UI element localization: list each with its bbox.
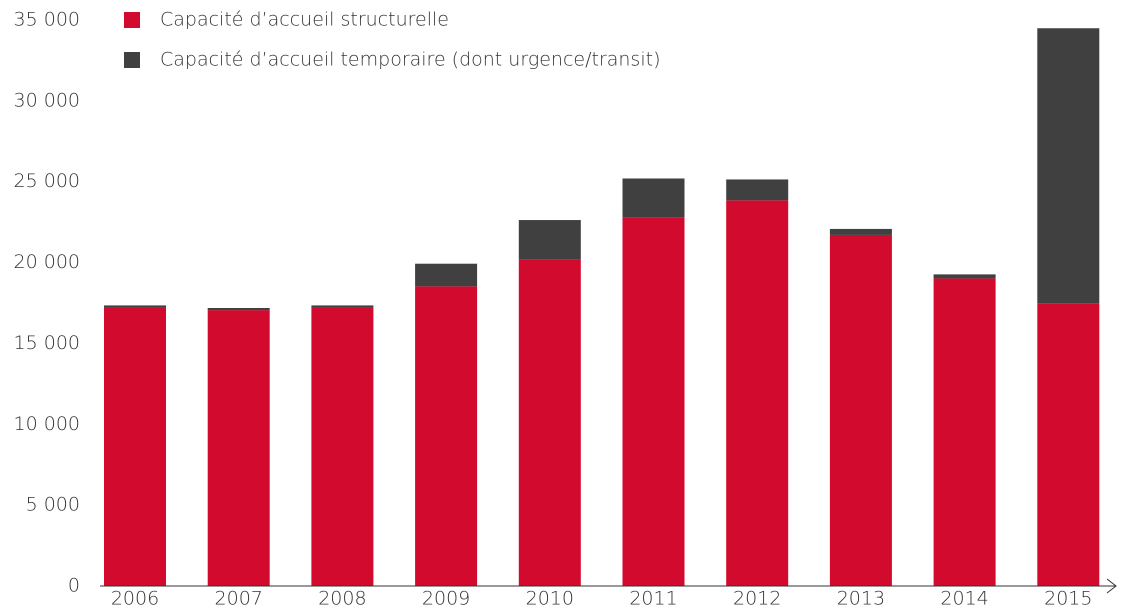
x-tick-label: 2006 <box>111 588 159 609</box>
bar-segment <box>829 228 892 235</box>
bar-segment <box>104 305 166 308</box>
x-tick-label: 2007 <box>215 588 263 609</box>
bar-segment <box>104 307 166 586</box>
x-tick-label: 2011 <box>629 588 677 609</box>
legend-label: Capacité d’accueil structurelle <box>160 9 449 31</box>
bar-segment <box>415 263 478 287</box>
bar-segment <box>311 307 374 586</box>
axis-arrow <box>1106 578 1117 594</box>
x-tick-label: 2012 <box>733 588 781 609</box>
bar-segment <box>207 308 270 311</box>
bar-segment <box>829 234 892 587</box>
y-tick-label: 15 000 <box>14 332 80 354</box>
x-tick-label: 2013 <box>837 588 885 609</box>
bar-segment <box>622 178 685 218</box>
x-tick-label: 2010 <box>526 588 574 609</box>
y-tick-label: 35 000 <box>14 9 80 31</box>
bar-segment <box>518 220 581 260</box>
bar-segment <box>1037 303 1100 586</box>
x-tick-label: 2008 <box>318 588 366 609</box>
x-tick-label: 2015 <box>1044 588 1092 609</box>
legend-swatch <box>124 52 140 68</box>
bar-segment <box>726 200 789 586</box>
bar-segment <box>207 310 270 586</box>
y-tick-label: 25 000 <box>14 170 80 192</box>
bar-segment <box>311 305 374 308</box>
legend-label: Capacité d’accueil temporaire (dont urge… <box>160 49 660 71</box>
bar-segment <box>415 286 478 586</box>
legend-swatch <box>124 12 140 28</box>
bar-segment <box>933 274 996 279</box>
bar-segment <box>726 179 789 201</box>
y-tick-label: 5 000 <box>26 494 80 516</box>
bar-segment <box>1037 28 1100 304</box>
bar-segment <box>933 278 996 586</box>
y-tick-label: 0 <box>68 575 80 597</box>
x-tick-label: 2014 <box>940 588 988 609</box>
bar-segment <box>622 217 685 587</box>
y-tick-label: 10 000 <box>14 413 80 435</box>
bar-segment <box>518 259 581 586</box>
x-tick-label: 2009 <box>422 588 470 609</box>
y-tick-label: 30 000 <box>14 89 80 111</box>
y-tick-label: 20 000 <box>14 251 80 273</box>
